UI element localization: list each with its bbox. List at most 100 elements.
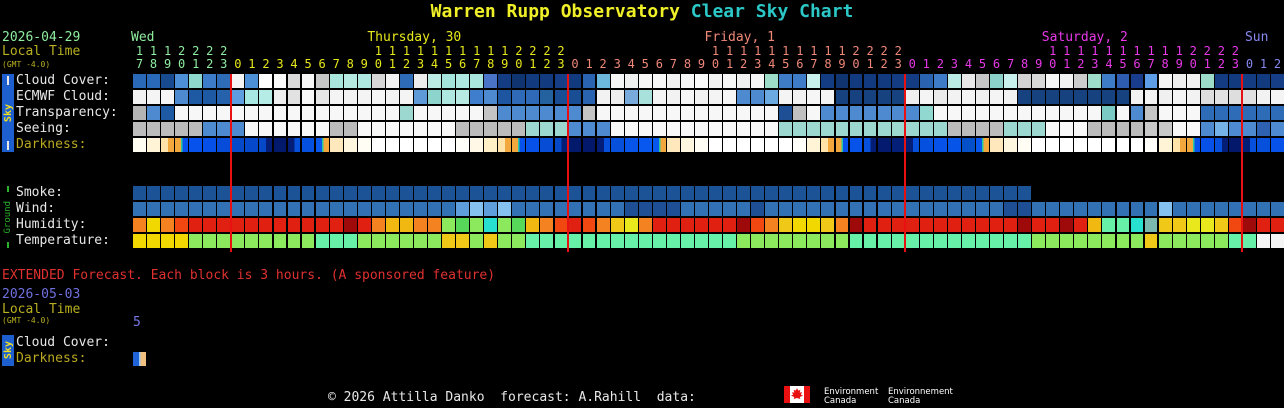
forecast-block[interactable] — [849, 234, 863, 248]
forecast-block[interactable] — [680, 234, 694, 248]
forecast-block[interactable] — [287, 122, 301, 136]
forecast-block[interactable] — [1172, 122, 1186, 136]
forecast-block[interactable] — [189, 202, 203, 216]
forecast-block[interactable] — [638, 90, 652, 104]
forecast-block[interactable] — [357, 74, 371, 88]
forecast-block[interactable] — [793, 186, 807, 200]
forecast-block[interactable] — [1172, 218, 1186, 232]
forecast-block[interactable] — [835, 90, 849, 104]
forecast-block[interactable] — [399, 202, 413, 216]
forecast-block[interactable] — [652, 90, 666, 104]
forecast-block[interactable] — [807, 138, 821, 152]
forecast-block[interactable] — [807, 234, 821, 248]
forecast-block[interactable] — [147, 186, 160, 200]
forecast-block[interactable] — [1172, 138, 1186, 152]
forecast-block[interactable] — [329, 90, 343, 104]
forecast-block[interactable] — [554, 74, 568, 88]
forecast-block[interactable] — [1018, 218, 1032, 232]
forecast-block[interactable] — [1088, 138, 1102, 152]
forecast-block[interactable] — [582, 122, 596, 136]
forecast-block[interactable] — [1214, 234, 1228, 248]
forecast-block[interactable] — [470, 218, 484, 232]
forecast-block[interactable] — [1242, 74, 1256, 88]
forecast-block[interactable] — [371, 122, 385, 136]
forecast-block[interactable] — [610, 138, 624, 152]
forecast-block[interactable] — [1088, 218, 1102, 232]
forecast-block[interactable] — [287, 186, 301, 200]
forecast-block[interactable] — [624, 218, 638, 232]
forecast-block[interactable] — [976, 106, 989, 120]
forecast-block[interactable] — [273, 202, 287, 216]
forecast-block[interactable] — [385, 138, 399, 152]
forecast-block[interactable] — [203, 218, 217, 232]
forecast-block[interactable] — [680, 202, 694, 216]
forecast-block[interactable] — [1228, 234, 1242, 248]
forecast-block[interactable] — [315, 106, 329, 120]
forecast-block[interactable] — [343, 218, 357, 232]
forecast-block[interactable] — [779, 202, 793, 216]
forecast-block[interactable] — [596, 122, 610, 136]
forecast-block[interactable] — [470, 234, 484, 248]
forecast-block[interactable] — [961, 122, 975, 136]
forecast-block[interactable] — [1228, 202, 1242, 216]
forecast-block[interactable] — [301, 74, 315, 88]
forecast-block[interactable] — [933, 234, 947, 248]
forecast-block[interactable] — [863, 90, 877, 104]
forecast-block[interactable] — [217, 106, 231, 120]
forecast-block[interactable] — [133, 90, 146, 104]
forecast-block[interactable] — [1271, 202, 1284, 216]
forecast-block[interactable] — [976, 122, 989, 136]
forecast-block[interactable] — [1144, 202, 1158, 216]
forecast-block[interactable] — [1144, 138, 1158, 152]
forecast-block[interactable] — [1144, 90, 1158, 104]
forecast-block[interactable] — [203, 234, 217, 248]
forecast-block[interactable] — [680, 122, 694, 136]
forecast-block[interactable] — [652, 218, 666, 232]
forecast-block[interactable] — [976, 234, 989, 248]
forecast-block[interactable] — [666, 122, 680, 136]
forecast-block[interactable] — [1158, 74, 1172, 88]
forecast-block[interactable] — [428, 138, 441, 152]
forecast-block[interactable] — [287, 74, 301, 88]
forecast-block[interactable] — [175, 138, 189, 152]
forecast-block[interactable] — [399, 122, 413, 136]
forecast-block[interactable] — [877, 234, 891, 248]
forecast-block[interactable] — [133, 74, 146, 88]
forecast-block[interactable] — [161, 202, 174, 216]
forecast-block[interactable] — [638, 234, 652, 248]
forecast-block[interactable] — [343, 234, 357, 248]
forecast-block[interactable] — [905, 202, 919, 216]
forecast-block[interactable] — [1060, 202, 1074, 216]
forecast-block[interactable] — [990, 234, 1003, 248]
forecast-block[interactable] — [666, 74, 680, 88]
forecast-block[interactable] — [1088, 122, 1102, 136]
forecast-block[interactable] — [540, 74, 554, 88]
forecast-block[interactable] — [1130, 218, 1144, 232]
forecast-block[interactable] — [1116, 74, 1130, 88]
forecast-block[interactable] — [1046, 74, 1060, 88]
forecast-block[interactable] — [1228, 106, 1242, 120]
forecast-block[interactable] — [695, 122, 708, 136]
forecast-block[interactable] — [1004, 234, 1017, 248]
forecast-block[interactable] — [1074, 122, 1088, 136]
forecast-block[interactable] — [976, 90, 989, 104]
forecast-block[interactable] — [161, 218, 174, 232]
forecast-block[interactable] — [1060, 122, 1074, 136]
forecast-block[interactable] — [1172, 106, 1186, 120]
forecast-block[interactable] — [582, 218, 596, 232]
forecast-block[interactable] — [1130, 234, 1144, 248]
forecast-block[interactable] — [273, 138, 287, 152]
forecast-block[interactable] — [779, 138, 793, 152]
forecast-block[interactable] — [961, 218, 975, 232]
forecast-block[interactable] — [231, 74, 245, 88]
forecast-block[interactable] — [1200, 106, 1214, 120]
forecast-block[interactable] — [428, 234, 441, 248]
forecast-block[interactable] — [1032, 234, 1046, 248]
forecast-block[interactable] — [371, 218, 385, 232]
forecast-block[interactable] — [652, 186, 666, 200]
forecast-block[interactable] — [287, 202, 301, 216]
forecast-block[interactable] — [1074, 202, 1088, 216]
forecast-block[interactable] — [765, 202, 779, 216]
forecast-block[interactable] — [1060, 90, 1074, 104]
forecast-block[interactable] — [498, 202, 512, 216]
